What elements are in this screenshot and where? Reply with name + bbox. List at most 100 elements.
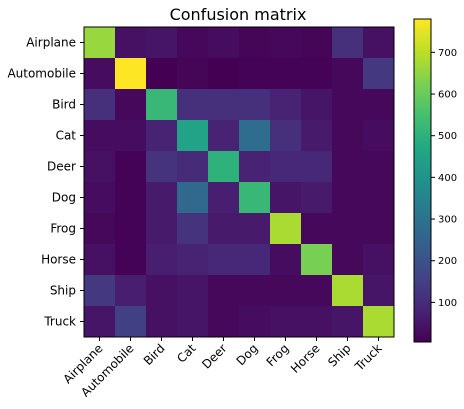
cell-automobile-frog (270, 58, 302, 90)
cell-bird-horse (301, 89, 333, 121)
y-tick-label-deer: Deer (47, 160, 76, 174)
cell-airplane-ship (332, 27, 364, 59)
cell-deer-airplane (84, 151, 116, 183)
cell-dog-dog (239, 182, 271, 214)
cell-horse-automobile (115, 244, 147, 276)
cell-airplane-horse (301, 27, 333, 59)
cell-bird-bird (146, 89, 178, 121)
cell-cat-ship (332, 120, 364, 152)
cell-automobile-cat (177, 58, 209, 90)
cell-ship-ship (332, 275, 364, 307)
cell-deer-horse (301, 151, 333, 183)
cell-automobile-deer (208, 58, 240, 90)
cell-bird-airplane (84, 89, 116, 121)
cell-truck-cat (177, 306, 209, 338)
cell-dog-frog (270, 182, 302, 214)
cell-ship-automobile (115, 275, 147, 307)
cell-horse-dog (239, 244, 271, 276)
cell-frog-ship (332, 213, 364, 245)
cell-deer-frog (270, 151, 302, 183)
cell-truck-deer (208, 306, 240, 338)
cell-cat-cat (177, 120, 209, 152)
cell-automobile-bird (146, 58, 178, 90)
cell-cat-airplane (84, 120, 116, 152)
cell-airplane-deer (208, 27, 240, 59)
cell-dog-ship (332, 182, 364, 214)
cell-automobile-airplane (84, 58, 116, 90)
chart-title: Confusion matrix (170, 5, 307, 24)
cell-deer-ship (332, 151, 364, 183)
cell-deer-automobile (115, 151, 147, 183)
x-tick-label-deer: Deer (199, 341, 229, 371)
cell-airplane-bird (146, 27, 178, 59)
cell-bird-automobile (115, 89, 147, 121)
cell-ship-deer (208, 275, 240, 307)
cell-bird-frog (270, 89, 302, 121)
y-tick-labels: Airplane Automobile Bird Cat Deer Dog Frog Hors… (7, 36, 84, 329)
cell-ship-truck (363, 275, 395, 307)
cell-automobile-dog (239, 58, 271, 90)
cell-frog-dog (239, 213, 271, 245)
cell-ship-bird (146, 275, 178, 307)
cell-truck-truck (363, 306, 395, 338)
heatmap-cells (84, 27, 395, 338)
colorbar-tick-label-400: 400 (438, 173, 457, 184)
cell-ship-dog (239, 275, 271, 307)
x-tick-label-cat: Cat (174, 341, 199, 366)
cell-bird-deer (208, 89, 240, 121)
cell-dog-automobile (115, 182, 147, 214)
cell-bird-ship (332, 89, 364, 121)
cell-truck-ship (332, 306, 364, 338)
cell-ship-frog (270, 275, 302, 307)
cell-ship-airplane (84, 275, 116, 307)
cell-truck-airplane (84, 306, 116, 338)
cell-cat-horse (301, 120, 333, 152)
cell-truck-horse (301, 306, 333, 338)
y-tick-label-frog: Frog (50, 222, 76, 236)
cell-horse-horse (301, 244, 333, 276)
y-tick-label-automobile: Automobile (7, 67, 76, 81)
cell-automobile-horse (301, 58, 333, 90)
cell-airplane-cat (177, 27, 209, 59)
cell-dog-truck (363, 182, 395, 214)
y-tick-label-truck: Truck (43, 315, 76, 329)
cell-airplane-truck (363, 27, 395, 59)
colorbar-tick-label-200: 200 (438, 256, 457, 267)
cell-deer-deer (208, 151, 240, 183)
cell-horse-cat (177, 244, 209, 276)
cell-cat-truck (363, 120, 395, 152)
colorbar-tick-label-700: 700 (438, 48, 457, 59)
cell-frog-automobile (115, 213, 147, 245)
cell-automobile-truck (363, 58, 395, 90)
cell-dog-horse (301, 182, 333, 214)
colorbar-ticks: 100 200 300 400 500 600 700 (431, 48, 457, 309)
y-tick-label-horse: Horse (41, 253, 76, 267)
plot-frame (83, 26, 395, 338)
cell-cat-bird (146, 120, 178, 152)
cell-dog-airplane (84, 182, 116, 214)
cell-frog-deer (208, 213, 240, 245)
x-tick-label-frog: Frog (264, 341, 292, 369)
colorbar-tick-label-300: 300 (438, 215, 457, 226)
cell-horse-deer (208, 244, 240, 276)
cell-frog-airplane (84, 213, 116, 245)
cell-automobile-automobile (115, 58, 147, 90)
cell-deer-truck (363, 151, 395, 183)
cell-automobile-ship (332, 58, 364, 90)
cell-frog-frog (270, 213, 302, 245)
y-tick-label-dog: Dog (52, 191, 76, 205)
x-tick-label-ship: Ship (325, 341, 353, 369)
cell-truck-automobile (115, 306, 147, 338)
cell-bird-cat (177, 89, 209, 121)
cell-airplane-frog (270, 27, 302, 59)
cell-deer-bird (146, 151, 178, 183)
cell-ship-cat (177, 275, 209, 307)
y-tick-label-cat: Cat (56, 129, 77, 143)
cell-dog-bird (146, 182, 178, 214)
colorbar-tick-label-600: 600 (438, 90, 457, 101)
cell-dog-cat (177, 182, 209, 214)
cell-cat-dog (239, 120, 271, 152)
colorbar-tick-label-500: 500 (438, 131, 457, 142)
cell-cat-automobile (115, 120, 147, 152)
